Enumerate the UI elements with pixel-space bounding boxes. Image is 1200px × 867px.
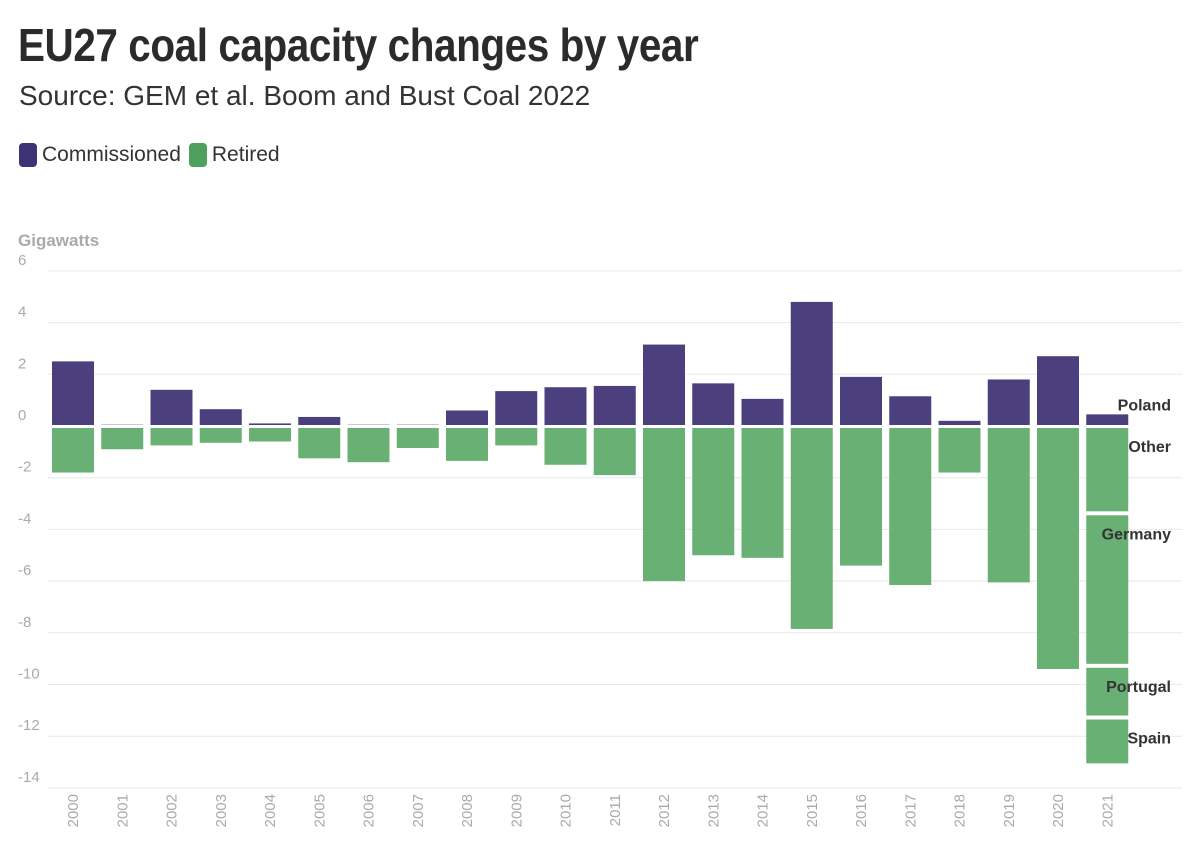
x-tick-label: 2006 <box>361 794 378 827</box>
chart-title: EU27 coal capacity changes by year <box>18 19 699 71</box>
bar-retired-2010 <box>544 428 587 465</box>
legend-item-retired: Retired <box>188 143 280 167</box>
x-tick-label: 2000 <box>65 794 82 827</box>
bar-retired-2013 <box>692 428 735 556</box>
x-tick-label: 2014 <box>755 794 772 827</box>
x-tick-label: 2005 <box>311 794 328 827</box>
bar-retired-2015 <box>790 428 833 629</box>
x-tick-label: 2009 <box>508 794 525 827</box>
bar-commissioned-2008 <box>446 410 488 426</box>
bar-retired-2003 <box>199 428 242 443</box>
bar-2021-portugal <box>1086 667 1129 716</box>
y-tick-label: -10 <box>18 666 40 683</box>
bar-commissioned-2002 <box>150 389 193 426</box>
bar-retired-2008 <box>446 428 488 461</box>
bar-commissioned-2004 <box>249 423 291 426</box>
bar-commissioned-2015 <box>790 301 833 426</box>
bar-commissioned-2018 <box>938 420 981 426</box>
bar-retired-2004 <box>249 428 291 442</box>
bar-commissioned-2011 <box>593 385 636 426</box>
x-tick-label: 2017 <box>902 794 919 827</box>
y-tick-label: -8 <box>18 614 31 631</box>
legend-label-commissioned: Commissioned <box>42 143 181 166</box>
bar-retired-2009 <box>495 428 538 446</box>
x-tick-label: 2013 <box>705 794 722 827</box>
bar-2021-poland <box>1086 414 1129 426</box>
bar-commissioned-2000 <box>52 361 94 426</box>
bar-commissioned-2009 <box>495 391 538 426</box>
x-tick-label: 2004 <box>262 794 279 827</box>
bar-commissioned-2017 <box>889 396 932 426</box>
bar-retired-2000 <box>52 428 94 473</box>
y-tick-label: -4 <box>18 510 31 527</box>
bar-2021-spain <box>1086 719 1129 764</box>
y-tick-label: 0 <box>18 407 26 424</box>
bar-commissioned-2003 <box>199 409 242 426</box>
bar-commissioned-2005 <box>298 416 341 426</box>
x-tick-label: 2018 <box>952 794 969 827</box>
bar-retired-2007 <box>396 428 439 448</box>
bar-retired-2005 <box>298 428 341 459</box>
bar-retired-2011 <box>593 428 636 476</box>
legend: Commissioned Retired <box>19 143 288 167</box>
legend-swatch-commissioned <box>19 143 37 167</box>
y-tick-label: -12 <box>18 717 40 734</box>
bar-2021-germany <box>1086 515 1129 664</box>
bar-retired-2006 <box>347 428 390 463</box>
bar-commissioned-2019 <box>987 379 1030 426</box>
segment-label-portugal: Portugal <box>1106 679 1171 696</box>
y-tick-label: -2 <box>18 459 31 476</box>
y-tick-label: 4 <box>18 304 26 321</box>
segment-label-other: Other <box>1128 439 1171 456</box>
bar-retired-2012 <box>643 428 685 582</box>
bar-commissioned-2020 <box>1037 356 1079 426</box>
bar-commissioned-2014 <box>741 398 784 426</box>
bar-commissioned-2016 <box>840 376 882 426</box>
x-tick-label: 2003 <box>213 794 230 827</box>
legend-label-retired: Retired <box>211 143 280 166</box>
bar-retired-2002 <box>150 428 193 446</box>
y-axis-label: Gigawatts <box>18 231 99 250</box>
y-tick-label: 2 <box>18 355 26 372</box>
bar-retired-2019 <box>987 428 1030 583</box>
segment-label-germany: Germany <box>1102 526 1171 543</box>
legend-swatch-retired <box>188 143 207 167</box>
bar-2021-other <box>1086 428 1129 512</box>
bar-retired-2016 <box>840 428 882 566</box>
x-tick-label: 2010 <box>558 794 575 827</box>
segment-label-poland: Poland <box>1118 397 1171 414</box>
x-tick-label: 2012 <box>656 794 673 827</box>
bar-retired-2020 <box>1037 428 1079 669</box>
bar-retired-2001 <box>101 428 144 450</box>
y-tick-label: 6 <box>18 252 26 269</box>
bar-commissioned-2013 <box>692 383 735 426</box>
x-tick-label: 2019 <box>1001 794 1018 827</box>
x-tick-label: 2021 <box>1099 794 1116 827</box>
bar-retired-2014 <box>741 428 784 558</box>
bar-commissioned-2012 <box>643 344 685 426</box>
bar-retired-2017 <box>889 428 932 585</box>
segment-label-spain: Spain <box>1127 731 1171 748</box>
x-tick-label: 2008 <box>459 794 476 827</box>
bar-retired-2018 <box>938 428 981 473</box>
x-tick-label: 2002 <box>164 794 181 827</box>
y-tick-label: -14 <box>18 769 40 786</box>
x-tick-label: 2015 <box>804 794 821 827</box>
bar-commissioned-2010 <box>544 387 587 426</box>
x-tick-label: 2007 <box>410 794 427 827</box>
x-tick-label: 2011 <box>607 794 624 826</box>
y-tick-label: -6 <box>18 562 31 579</box>
x-tick-label: 2020 <box>1050 794 1067 827</box>
x-tick-label: 2016 <box>853 794 870 827</box>
legend-item-commissioned: Commissioned <box>19 143 181 167</box>
chart-subtitle: Source: GEM et al. Boom and Bust Coal 20… <box>19 80 591 111</box>
x-tick-label: 2001 <box>114 794 131 827</box>
